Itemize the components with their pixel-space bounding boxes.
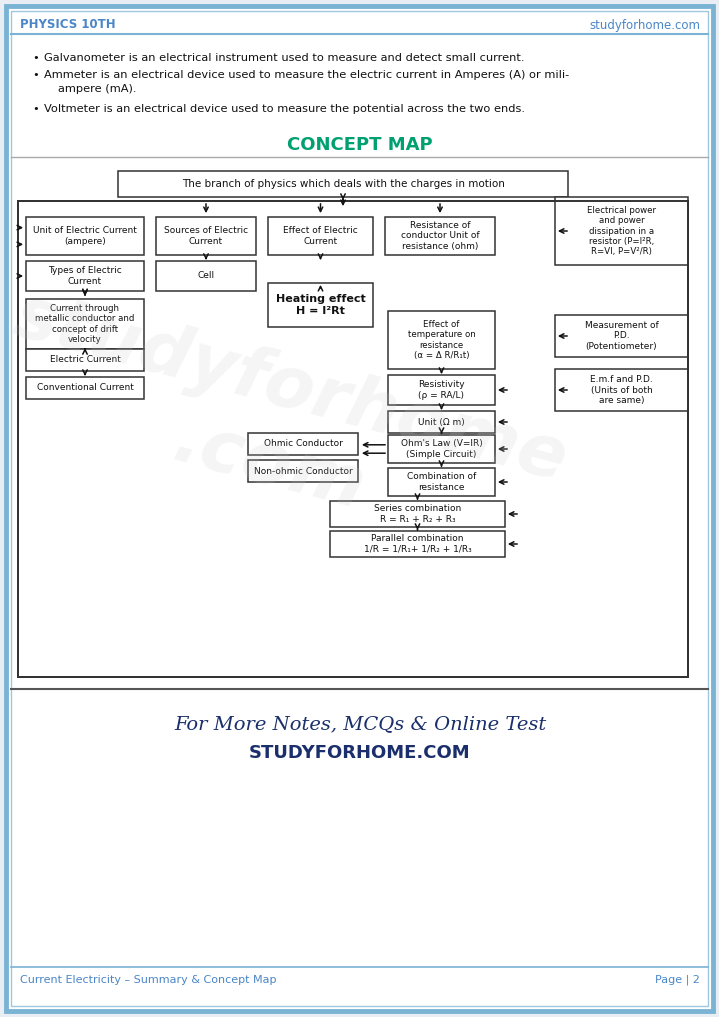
FancyBboxPatch shape (388, 375, 495, 405)
Text: Resistance of
conductor Unit of
resistance (ohm): Resistance of conductor Unit of resistan… (400, 221, 480, 251)
Text: Ohmic Conductor: Ohmic Conductor (264, 439, 342, 448)
Text: Cell: Cell (198, 272, 214, 281)
Text: Types of Electric
Current: Types of Electric Current (48, 266, 122, 286)
FancyBboxPatch shape (268, 283, 373, 327)
Text: PHYSICS 10TH: PHYSICS 10TH (20, 18, 116, 32)
FancyBboxPatch shape (156, 217, 256, 255)
FancyBboxPatch shape (388, 411, 495, 433)
FancyBboxPatch shape (156, 261, 256, 291)
Text: Measurement of
P.D.
(Potentiometer): Measurement of P.D. (Potentiometer) (585, 321, 659, 351)
Text: CONCEPT MAP: CONCEPT MAP (287, 136, 433, 154)
Text: Non-ohmic Conductor: Non-ohmic Conductor (254, 467, 352, 476)
Text: STUDYFORHOME.COM: STUDYFORHOME.COM (249, 744, 471, 762)
Text: Combination of
resistance: Combination of resistance (407, 472, 476, 491)
Text: •: • (32, 70, 39, 80)
FancyBboxPatch shape (330, 501, 505, 527)
Text: Unit of Electric Current
(ampere): Unit of Electric Current (ampere) (33, 227, 137, 246)
FancyBboxPatch shape (388, 435, 495, 463)
Text: Parallel combination
1/R = 1/R₁+ 1/R₂ + 1/R₃: Parallel combination 1/R = 1/R₁+ 1/R₂ + … (364, 534, 472, 553)
Text: studyforhome.com: studyforhome.com (589, 18, 700, 32)
Text: Resistivity
(ρ = RA/L): Resistivity (ρ = RA/L) (418, 380, 464, 400)
FancyBboxPatch shape (555, 197, 688, 265)
FancyBboxPatch shape (555, 369, 688, 411)
FancyBboxPatch shape (248, 433, 358, 455)
Text: studyforhome
.com: studyforhome .com (0, 282, 574, 573)
Text: Current Electricity – Summary & Concept Map: Current Electricity – Summary & Concept … (20, 975, 277, 985)
Text: Voltmeter is an electrical device used to measure the potential across the two e: Voltmeter is an electrical device used t… (44, 104, 525, 114)
Text: E.m.f and P.D.
(Units of both
are same): E.m.f and P.D. (Units of both are same) (590, 375, 653, 405)
FancyBboxPatch shape (388, 468, 495, 496)
Text: Page | 2: Page | 2 (655, 974, 700, 985)
Text: Heating effect
H = I²Rt: Heating effect H = I²Rt (275, 294, 365, 316)
Text: Series combination
R = R₁ + R₂ + R₃: Series combination R = R₁ + R₂ + R₃ (374, 504, 461, 524)
Text: Conventional Current: Conventional Current (37, 383, 134, 393)
Text: •: • (32, 53, 39, 63)
Text: ampere (mA).: ampere (mA). (58, 84, 137, 94)
FancyBboxPatch shape (26, 299, 144, 349)
Text: Unit (Ω m): Unit (Ω m) (418, 418, 465, 426)
Text: Effect of Electric
Current: Effect of Electric Current (283, 227, 358, 246)
Text: •: • (32, 104, 39, 114)
FancyBboxPatch shape (555, 315, 688, 357)
Text: Effect of
temperature on
resistance
(α = Δ R/R₁t): Effect of temperature on resistance (α =… (408, 320, 475, 360)
FancyBboxPatch shape (26, 377, 144, 399)
Text: Electrical power
and power
dissipation in a
resistor (P=I²R,
R=VI, P=V²/R): Electrical power and power dissipation i… (587, 205, 656, 256)
Text: The branch of physics which deals with the charges in motion: The branch of physics which deals with t… (182, 179, 505, 189)
Text: Electric Current: Electric Current (50, 356, 121, 364)
FancyBboxPatch shape (385, 217, 495, 255)
FancyBboxPatch shape (388, 311, 495, 369)
Text: Galvanometer is an electrical instrument used to measure and detect small curren: Galvanometer is an electrical instrument… (44, 53, 524, 63)
FancyBboxPatch shape (248, 460, 358, 482)
FancyBboxPatch shape (268, 217, 373, 255)
Text: Sources of Electric
Current: Sources of Electric Current (164, 227, 248, 246)
Text: Ohm's Law (V=IR)
(Simple Circuit): Ohm's Law (V=IR) (Simple Circuit) (400, 439, 482, 459)
FancyBboxPatch shape (26, 217, 144, 255)
FancyBboxPatch shape (18, 201, 688, 677)
FancyBboxPatch shape (118, 171, 568, 197)
FancyBboxPatch shape (26, 349, 144, 371)
Text: For More Notes, MCQs & Online Test: For More Notes, MCQs & Online Test (174, 715, 546, 733)
FancyBboxPatch shape (330, 531, 505, 557)
FancyBboxPatch shape (6, 6, 713, 1011)
Text: Current through
metallic conductor and
concept of drift
velocity: Current through metallic conductor and c… (35, 304, 134, 344)
Text: Ammeter is an electrical device used to measure the electric current in Amperes : Ammeter is an electrical device used to … (44, 70, 569, 80)
FancyBboxPatch shape (26, 261, 144, 291)
